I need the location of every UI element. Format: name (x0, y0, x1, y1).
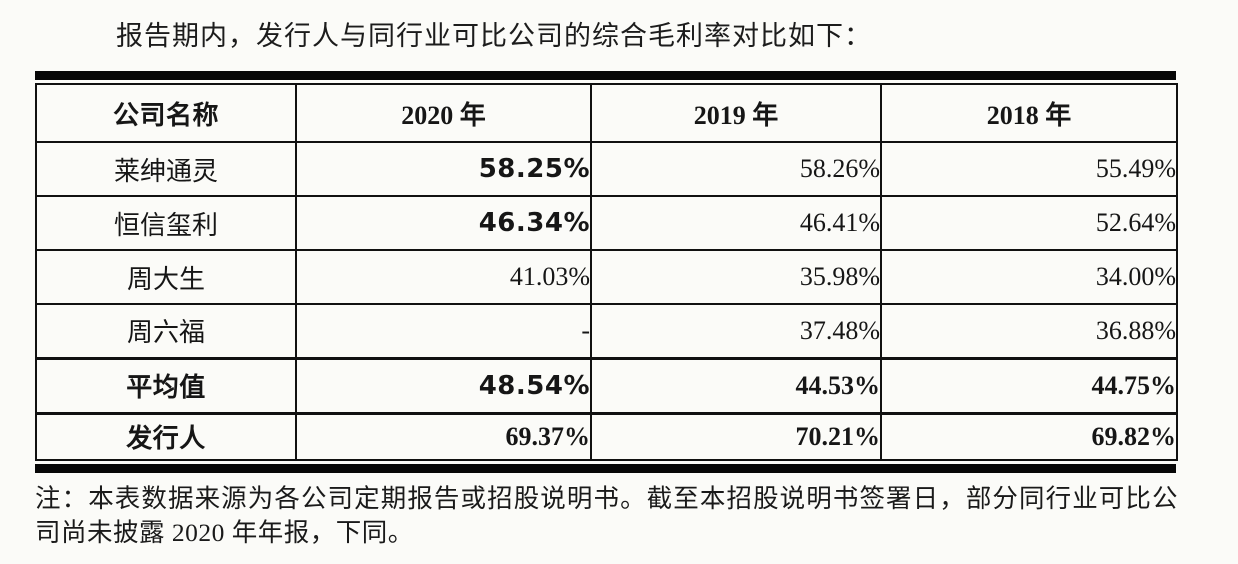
table-bottom-rule (35, 464, 1176, 473)
value-2020-cell: 46.34% (295, 196, 592, 251)
value-2020-cell: 69.37% (295, 411, 592, 461)
value-2020-cell: 41.03% (295, 250, 592, 305)
value-2019-cell: 37.48% (590, 304, 882, 360)
value-2020-cell: - (295, 304, 592, 360)
value-2020-cell: 58.25% (295, 142, 592, 197)
gross-margin-comparison-table: 公司名称 2020 年 2019 年 2018 年 莱绅通灵 58.25% 58… (35, 71, 1178, 473)
table-row-issuer: 发行人 69.37% 70.21% 69.82% (35, 411, 1178, 461)
table-row-zhoudasheng: 周大生 41.03% 35.98% 34.00% (35, 250, 1178, 305)
value-2018-cell: 34.00% (880, 250, 1178, 305)
value-2019-cell: 70.21% (590, 411, 882, 461)
company-name-cell: 周六福 (35, 304, 297, 360)
value-2018-cell: 69.82% (880, 411, 1178, 461)
value-2019-cell: 46.41% (590, 196, 882, 251)
value-2018-cell: 44.75% (880, 356, 1178, 414)
header-year-2020: 2020 年 (295, 84, 592, 143)
value-2018-cell: 52.64% (880, 196, 1178, 251)
table-footnote: 注：本表数据来源为各公司定期报告或招股说明书。截至本招股说明书签署日，部分同行业… (35, 484, 1178, 547)
table-header-row: 公司名称 2020 年 2019 年 2018 年 (35, 84, 1178, 143)
table-row-laishentongling: 莱绅通灵 58.25% 58.26% 55.49% (35, 142, 1178, 197)
company-name-cell: 发行人 (35, 411, 297, 461)
document-page: 报告期内，发行人与同行业可比公司的综合毛利率对比如下： 公司名称 2020 年 … (0, 18, 1238, 564)
value-2018-cell: 36.88% (880, 304, 1178, 360)
table-row-hengxinxili: 恒信玺利 46.34% 46.41% 52.64% (35, 196, 1178, 251)
header-company-name: 公司名称 (35, 84, 297, 143)
value-2019-cell: 44.53% (590, 356, 882, 414)
table-row-average: 平均值 48.54% 44.53% 44.75% (35, 356, 1178, 414)
value-2019-cell: 35.98% (590, 250, 882, 305)
header-year-2019: 2019 年 (590, 84, 882, 143)
comparison-table: 公司名称 2020 年 2019 年 2018 年 莱绅通灵 58.25% 58… (35, 83, 1178, 461)
page-title: 报告期内，发行人与同行业可比公司的综合毛利率对比如下： (116, 21, 872, 51)
header-year-2018: 2018 年 (880, 84, 1178, 143)
company-name-cell: 莱绅通灵 (35, 142, 297, 197)
company-name-cell: 平均值 (35, 356, 297, 414)
table-row-zhouliufu: 周六福 - 37.48% 36.88% (35, 304, 1178, 360)
value-2019-cell: 58.26% (590, 142, 882, 197)
company-name-cell: 周大生 (35, 250, 297, 305)
value-2020-cell: 48.54% (295, 356, 592, 414)
value-2018-cell: 55.49% (880, 142, 1178, 197)
company-name-cell: 恒信玺利 (35, 196, 297, 251)
table-top-rule (35, 71, 1176, 80)
